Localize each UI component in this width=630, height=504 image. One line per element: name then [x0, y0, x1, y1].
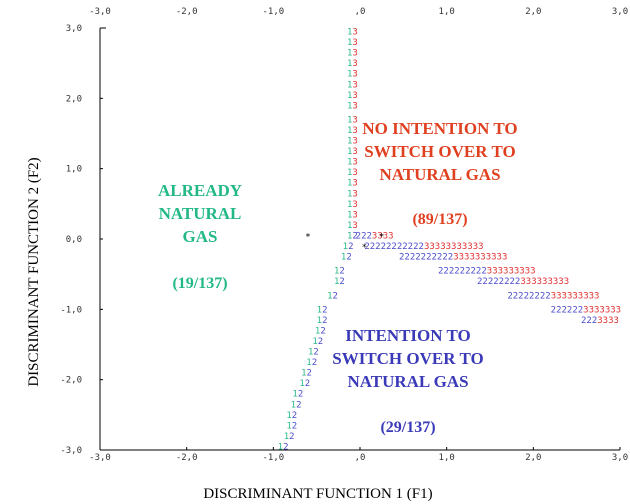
boundary-1-2-mark: 12	[317, 305, 328, 315]
boundary-1-2-mark: 12	[334, 267, 345, 277]
boundary-1-2-mark: 12	[343, 242, 354, 252]
boundary-1-3-mark: 13	[347, 80, 358, 90]
boundary-1-3-mark: 13	[347, 189, 358, 199]
boundary-2-3-row: 22222222223333333333	[399, 253, 507, 263]
group-2-centroid-mark: *	[362, 243, 367, 253]
boundary-1-2-mark: 12	[317, 316, 328, 326]
region-2-fraction: (29/137)	[380, 419, 435, 436]
boundary-1-2-mark: 12	[315, 326, 326, 336]
boundary-2-3-row: 222222222333333333	[438, 267, 536, 277]
boundary-2-3-row: 2222222222233333333333	[364, 242, 483, 252]
x-tick-label-bottom: ,0	[355, 453, 366, 463]
boundary-1-2-mark: 12	[278, 442, 289, 452]
boundary-1-3-mark: 13	[347, 158, 358, 168]
boundary-1-2-mark: 12	[308, 348, 319, 358]
x-tick-label-bottom: 3,0	[612, 453, 628, 463]
boundary-1-2-mark: 12	[286, 421, 297, 431]
y-tick-label: -2,0	[60, 376, 82, 386]
boundary-1-2-mark: 12	[341, 253, 352, 263]
region-3-label-line: NATURAL GAS	[379, 165, 500, 184]
region-3-label-line: SWITCH OVER TO	[364, 142, 515, 161]
x-tick-label-top: ,0	[355, 7, 366, 17]
y-tick-label: -1,0	[60, 305, 82, 315]
boundary-1-2-mark: 12	[286, 411, 297, 421]
group-3-centroid-mark: *	[379, 232, 384, 242]
boundary-1-2-mark: 12	[306, 358, 317, 368]
boundary-1-3-mark: 13	[347, 168, 358, 178]
tick-labels: -3,0 -3,0 -2,0 -2,0 -1,0 -1,0 ,0 ,0 1,0 1,0 2,0 2,0…	[60, 7, 628, 463]
boundary-1-3-mark: 13	[347, 70, 358, 80]
boundary-1-3-mark: 13	[347, 179, 358, 189]
region-2-label-line: NATURAL GAS	[347, 372, 468, 391]
y-tick-label: 2,0	[66, 94, 82, 104]
boundary-2-3-row: 2223333	[581, 316, 619, 326]
x-tick-label-top: -2,0	[176, 7, 198, 17]
y-tick-label: 0,0	[66, 235, 82, 245]
region-labels: ALREADY NATURAL GAS (19/137) INTENTION TO SWI…	[158, 119, 518, 436]
boundary-1-2-mark: 12	[284, 432, 295, 442]
region-1-label-line: ALREADY	[158, 181, 242, 200]
boundary-1-2-mark: 12	[312, 337, 323, 347]
boundary-1-3-mark: 13	[347, 137, 358, 147]
boundary-1-2-mark: 12	[291, 400, 302, 410]
x-axis-title: DISCRIMINANT FUNCTION 1 (F1)	[203, 486, 432, 502]
x-tick-label-bottom: -3,0	[89, 453, 111, 463]
boundary-1-3-mark: 13	[347, 126, 358, 136]
boundary-1-3-mark: 13	[347, 59, 358, 69]
x-tick-label-bottom: -2,0	[176, 453, 198, 463]
y-tick-label: 3,0	[66, 24, 82, 34]
boundary-1-2-mark: 12	[299, 379, 310, 389]
x-tick-label-top: 1,0	[439, 7, 455, 17]
region-3-label-line: NO INTENTION TO	[362, 119, 517, 138]
territory-boundaries: 1313131313131313131313131313131313131312…	[278, 28, 621, 453]
x-tick-label-bottom: 1,0	[439, 453, 455, 463]
boundary-1-2-mark: 12	[301, 369, 312, 379]
x-tick-label-bottom: 2,0	[525, 453, 541, 463]
boundary-1-3-mark: 13	[347, 147, 358, 157]
boundary-2-3-row: 2222223333333	[551, 305, 621, 315]
region-1-fraction: (19/137)	[172, 275, 227, 292]
boundary-1-3-mark: 13	[347, 28, 358, 38]
x-tick-label-top: 3,0	[612, 7, 628, 17]
boundary-1-2-mark: 12	[292, 390, 303, 400]
boundary-2-3-row: 22222222333333333	[507, 291, 599, 301]
boundary-1-2-mark: 12	[347, 231, 358, 241]
boundary-2-3-row: 2223333	[356, 231, 394, 241]
boundary-1-3-mark: 13	[347, 200, 358, 210]
y-axis-title: DISCRIMINANT FUNCTION 2 (F2)	[26, 157, 42, 386]
boundary-2-3-row: 22222222333333333	[477, 277, 569, 287]
boundary-1-3-mark: 13	[347, 91, 358, 101]
boundary-1-3-mark: 13	[347, 115, 358, 125]
boundary-1-3-mark: 13	[347, 210, 358, 220]
y-tick-label: 1,0	[66, 165, 82, 175]
boundary-1-3-mark: 13	[347, 49, 358, 59]
region-3-fraction: (89/137)	[412, 211, 467, 228]
boundary-1-2-mark: 12	[334, 277, 345, 287]
boundary-1-2-mark: 12	[327, 291, 338, 301]
region-1-label-line: NATURAL	[159, 204, 242, 223]
region-1-label-line: GAS	[183, 227, 218, 246]
x-tick-label-bottom: -1,0	[262, 453, 284, 463]
boundary-1-3-mark: 13	[347, 38, 358, 48]
group-1-centroid-mark: *	[305, 232, 310, 242]
boundary-1-3-mark: 13	[347, 221, 358, 231]
region-2-label-line: INTENTION TO	[345, 326, 471, 345]
x-tick-label-top: 2,0	[525, 7, 541, 17]
x-tick-label-top: -3,0	[89, 7, 111, 17]
y-tick-label: -3,0	[60, 446, 82, 456]
boundary-1-3-mark: 13	[347, 101, 358, 111]
region-2-label-line: SWITCH OVER TO	[332, 349, 483, 368]
x-tick-label-top: -1,0	[262, 7, 284, 17]
